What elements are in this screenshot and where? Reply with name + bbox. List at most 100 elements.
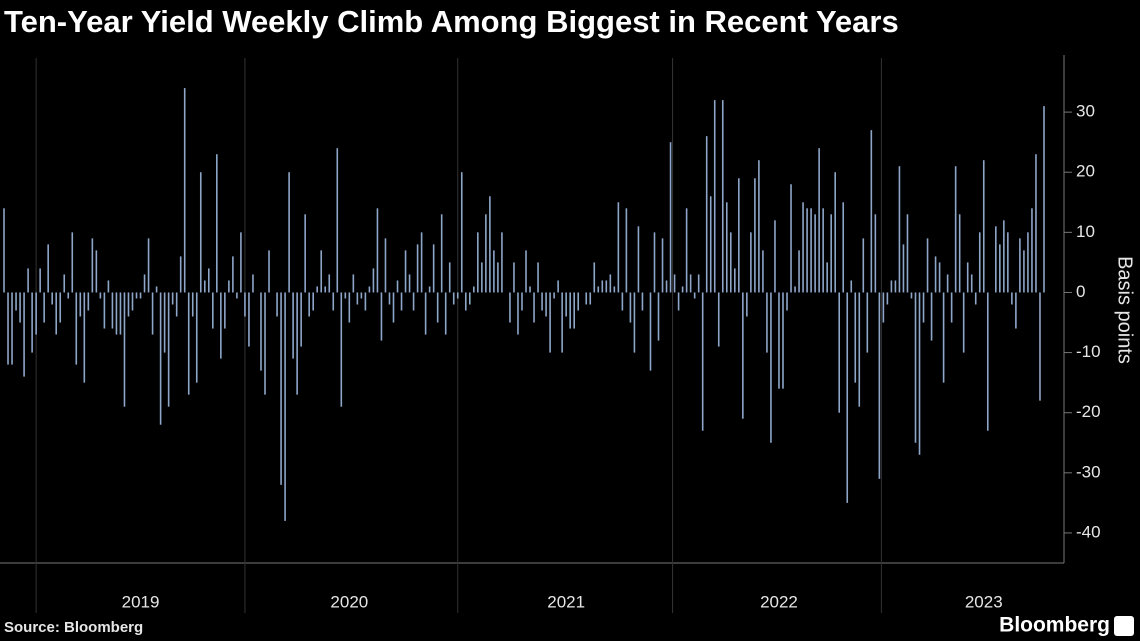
bar [216,154,218,293]
bar [605,280,608,293]
bar [352,274,355,293]
bar [601,280,604,293]
bar [372,268,375,293]
bar [244,292,246,317]
bar [1031,208,1033,293]
bar [236,292,238,299]
bar [729,232,732,293]
bar [95,250,98,293]
bar [621,292,624,311]
bar [770,292,772,443]
bar [400,292,403,311]
bar [818,148,820,293]
bar [497,262,499,293]
bar [681,286,684,293]
bar [774,220,776,293]
bar [673,274,676,293]
bar [11,292,13,365]
brand: Bloomberg [999,614,1110,637]
y-tick-label: -30 [1076,462,1101,481]
bar [754,178,756,293]
y-tick-label: -40 [1076,522,1101,541]
bar [356,292,359,305]
bar [440,214,443,293]
bar [288,172,290,293]
bar [481,262,483,293]
y-tick-label: 10 [1076,222,1095,241]
bar [1035,154,1037,293]
bar [452,292,455,305]
bar [573,292,575,329]
bar [292,292,294,359]
bar [416,244,419,293]
bar [930,292,933,341]
bar [665,280,668,293]
bar [529,286,531,293]
bar [39,268,41,293]
bar [995,226,997,293]
bar [15,292,17,311]
bar [119,292,122,335]
bar [938,262,941,293]
bar [750,232,752,293]
bar [187,292,190,395]
bar [926,238,929,293]
bar [280,292,282,485]
bar [320,250,323,293]
bar [163,292,166,353]
bar [798,250,800,293]
bar [661,238,664,293]
bar [424,292,427,335]
bar [175,292,178,317]
bar [669,142,672,293]
bar [842,202,845,293]
bar [7,292,9,365]
bar [553,292,555,299]
bar [958,214,961,293]
bar [806,208,808,293]
bar [123,292,126,407]
bar [220,292,222,359]
bar [224,292,226,329]
bar [348,292,351,323]
bar [725,202,728,293]
y-tick-label: 0 [1076,282,1085,301]
bar [388,292,391,305]
bar [55,292,58,335]
bar [898,166,901,293]
bar [412,292,415,311]
bar [464,292,467,311]
bar [597,286,600,293]
y-tick-label: 20 [1076,162,1095,181]
bar [212,292,214,329]
bar [677,292,680,311]
bar [653,232,656,293]
bar [203,280,206,293]
y-tick-label: -20 [1076,402,1101,421]
bar [1039,292,1041,401]
bar [448,262,451,293]
bar [107,280,110,293]
bar [296,292,298,395]
bar [657,292,660,341]
bar [974,292,977,305]
bar [83,292,86,383]
bar [47,244,49,293]
bar [115,292,118,335]
bar [340,292,343,407]
bar [207,268,210,293]
bar [734,268,736,293]
bar [87,292,90,311]
bar [360,292,363,299]
bar [308,292,310,317]
bar [810,208,812,293]
bar [838,292,841,413]
bar [617,202,620,293]
bar [966,262,969,293]
bar [384,238,387,293]
bar [999,244,1001,293]
bar [135,292,138,299]
bar [268,250,270,293]
bar [906,214,909,293]
